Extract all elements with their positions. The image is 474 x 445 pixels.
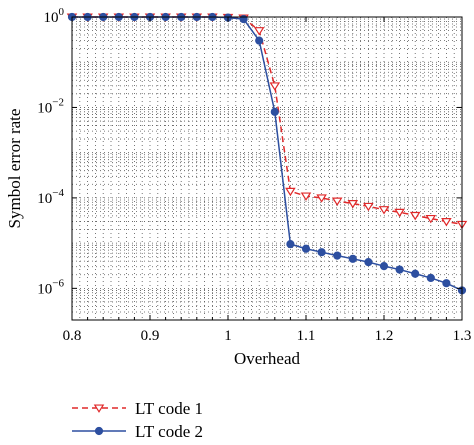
series-point (378, 206, 390, 215)
series-point (364, 258, 373, 267)
series-point (347, 200, 359, 209)
series-point (425, 214, 437, 224)
x-tick-label: 1.2 (375, 328, 394, 344)
series-point (442, 279, 451, 288)
series-point (394, 208, 405, 218)
series-point (409, 211, 421, 221)
series-point (255, 36, 264, 45)
series-point (285, 187, 296, 197)
series-point (286, 240, 295, 249)
x-tick-label: 0.9 (141, 328, 160, 344)
series-point (395, 265, 404, 274)
series-point (316, 194, 327, 203)
series-point (300, 192, 312, 201)
x-tick-label: 1.3 (453, 328, 472, 344)
series-point (331, 197, 343, 206)
series-point (93, 404, 105, 413)
series-point (426, 273, 435, 283)
x-tick-label: 1.1 (297, 328, 316, 344)
y-tick-label: 100 (44, 6, 65, 26)
y-axis-title: Symbol error rate (5, 109, 24, 229)
x-tick-label: 0.8 (63, 328, 82, 344)
series-point (333, 251, 342, 260)
ticks: 0.8 0.9 1 1.1 1.2 1.3 100 10−2 10−4 10−6 (37, 6, 471, 344)
grid (72, 17, 462, 321)
series-point (411, 269, 420, 278)
series-point (301, 244, 311, 253)
series-point (441, 218, 452, 227)
legend-label: LT code 2 (135, 422, 203, 441)
plot-frame (71, 16, 463, 321)
series-point (379, 262, 389, 271)
series-point (94, 426, 104, 436)
x-axis-title: Overhead (234, 349, 301, 368)
series-point (253, 27, 265, 36)
x-tick-label: 1 (224, 328, 232, 344)
y-tick-label: 10−4 (37, 187, 64, 207)
series-point (348, 254, 357, 263)
series-point (317, 248, 326, 257)
series-point (270, 107, 279, 116)
series-point (363, 202, 374, 212)
y-tick-label: 10−6 (37, 277, 64, 297)
series-point (269, 82, 281, 91)
y-tick-label: 10−2 (37, 96, 64, 116)
legend: LT code 1 LT code 2 (72, 399, 203, 441)
legend-label: LT code 1 (135, 399, 203, 418)
